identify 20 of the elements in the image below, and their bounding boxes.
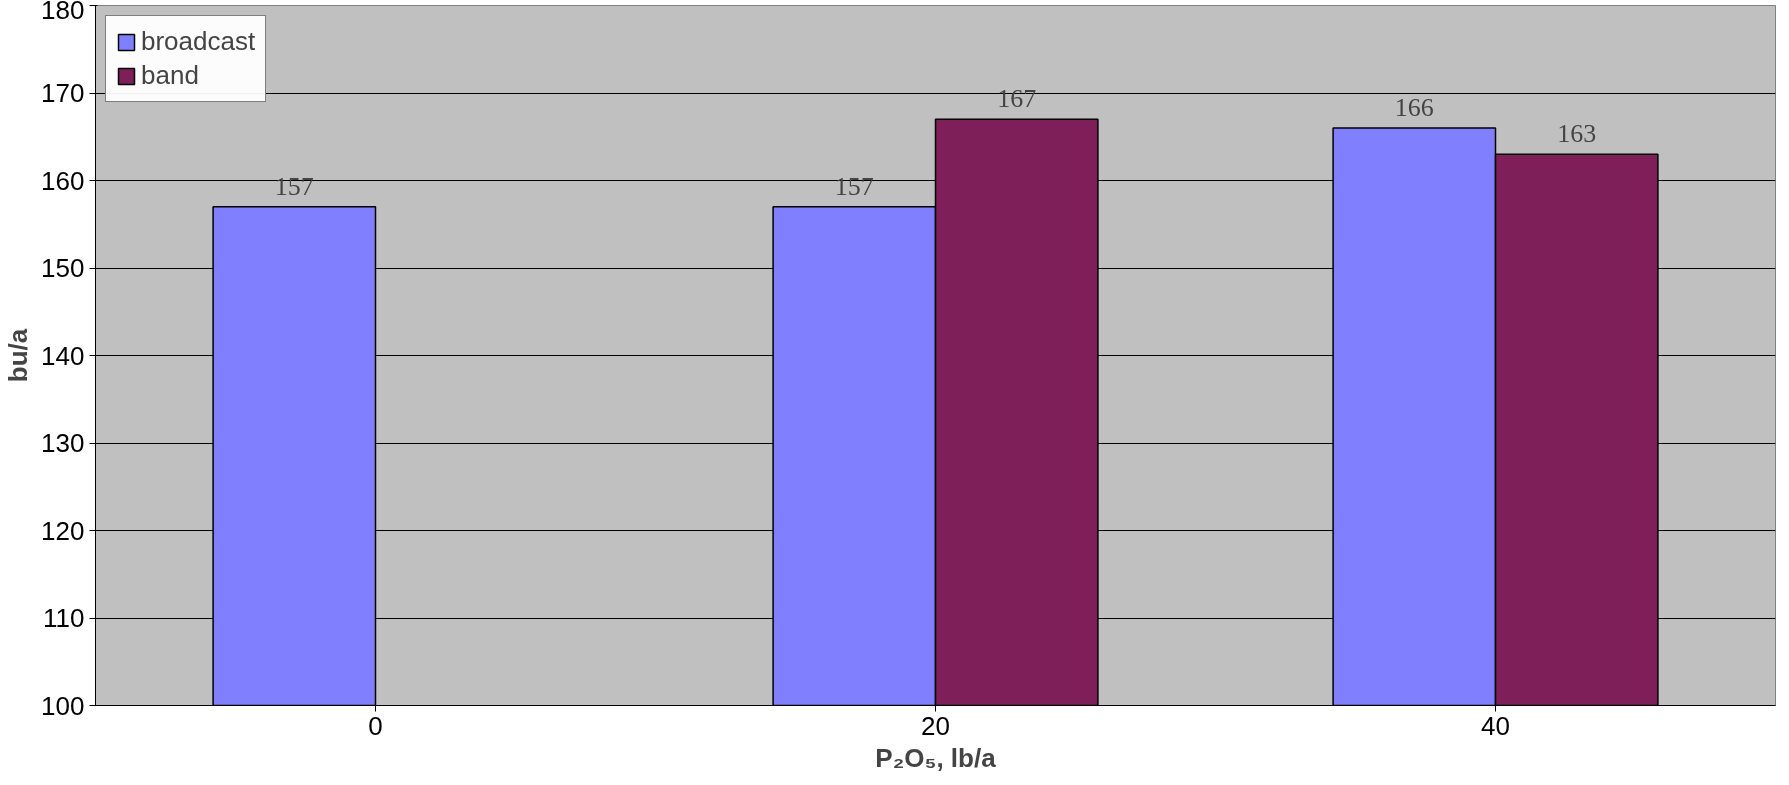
y-tick-label: 160 [41,165,85,196]
y-tick-label: 100 [41,690,85,721]
y-tick-label: 140 [41,340,85,371]
data-label: 166 [1394,93,1434,122]
y-tick-label: 180 [41,0,85,25]
x-tick-label: 20 [921,710,950,741]
data-label: 157 [834,171,874,201]
legend-label: band [141,60,199,91]
y-tick-label: 120 [41,515,85,546]
x-tick-label: 40 [1481,710,1510,741]
x-tick-label: 0 [368,710,383,741]
x-axis-title: P₂O₅, lb/a [875,742,997,773]
legend-label: broadcast [141,26,256,57]
y-tick-label: 150 [41,253,85,283]
y-tick-label: 170 [41,78,85,108]
data-label: 157 [274,171,314,201]
y-axis-title: bu/a [3,328,34,383]
data-label: 163 [1557,119,1597,149]
y-tick-label: 110 [43,603,85,633]
y-tick-label: 130 [41,428,85,458]
